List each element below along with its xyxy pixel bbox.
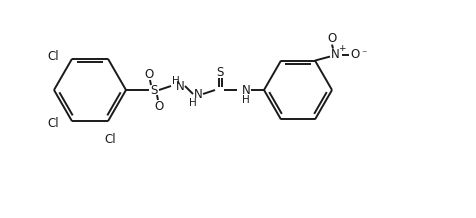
Text: O: O (350, 48, 359, 61)
Text: S: S (150, 83, 158, 97)
Text: H: H (188, 98, 197, 108)
Text: O: O (327, 32, 336, 45)
Text: +: + (337, 44, 345, 53)
Text: O: O (144, 68, 153, 80)
Text: H: H (172, 76, 179, 86)
Text: N: N (175, 80, 184, 92)
Text: N: N (193, 87, 202, 100)
Text: N: N (241, 83, 250, 97)
Text: Cl: Cl (47, 117, 59, 130)
Text: Cl: Cl (47, 50, 59, 63)
Text: O: O (154, 99, 163, 112)
Text: ⁻: ⁻ (360, 49, 366, 60)
Text: Cl: Cl (104, 133, 116, 146)
Text: N: N (330, 48, 338, 61)
Text: S: S (216, 65, 223, 78)
Text: H: H (242, 95, 249, 105)
